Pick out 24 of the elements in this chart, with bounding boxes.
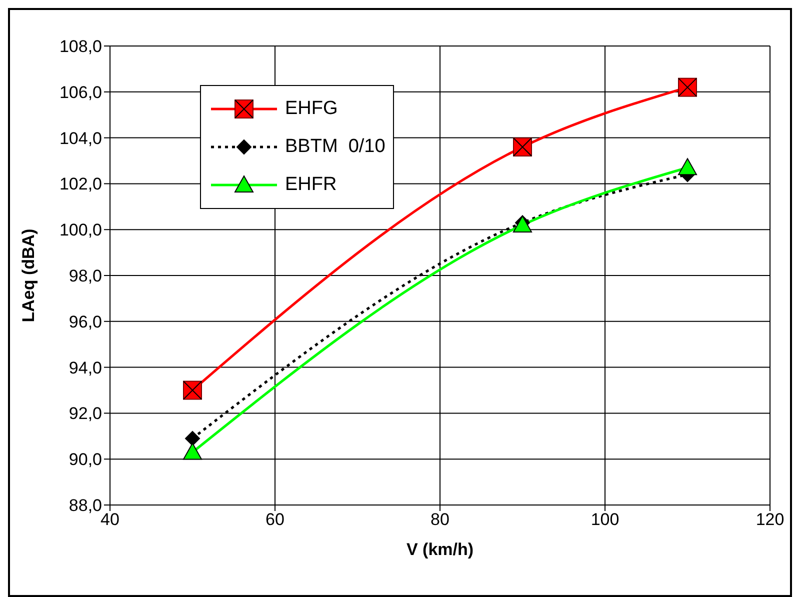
y-tick-label: 108,0 — [59, 37, 102, 56]
x-tick-label: 60 — [266, 510, 284, 530]
legend-label: EHFR — [285, 174, 337, 196]
y-tick-label: 100,0 — [59, 220, 102, 240]
x-tick-label: 80 — [430, 510, 450, 530]
y-axis-title: LAeq (dBA) — [19, 228, 38, 322]
y-tick-label: 92,0 — [68, 404, 102, 424]
point — [678, 158, 697, 176]
x-tick-label: 120 — [756, 510, 784, 530]
legend-label: BBTM 0/10 — [285, 136, 386, 158]
y-tick-label: 104,0 — [59, 128, 102, 148]
point — [185, 430, 200, 446]
point — [183, 442, 202, 460]
x-axis-title: V (km/h) — [406, 540, 474, 559]
y-tick-label: 106,0 — [59, 82, 102, 102]
y-tick-label: 102,0 — [59, 174, 102, 194]
y-tick-label: 94,0 — [68, 358, 102, 378]
x-tick-label: 40 — [100, 510, 120, 530]
x-tick-label: 100 — [590, 510, 620, 530]
y-tick-label: 98,0 — [68, 266, 102, 286]
y-tick-label: 90,0 — [68, 450, 102, 470]
legend-label: EHFG — [285, 98, 338, 120]
y-tick-label: 96,0 — [68, 312, 102, 332]
y-tick-label: 88,0 — [68, 496, 102, 516]
